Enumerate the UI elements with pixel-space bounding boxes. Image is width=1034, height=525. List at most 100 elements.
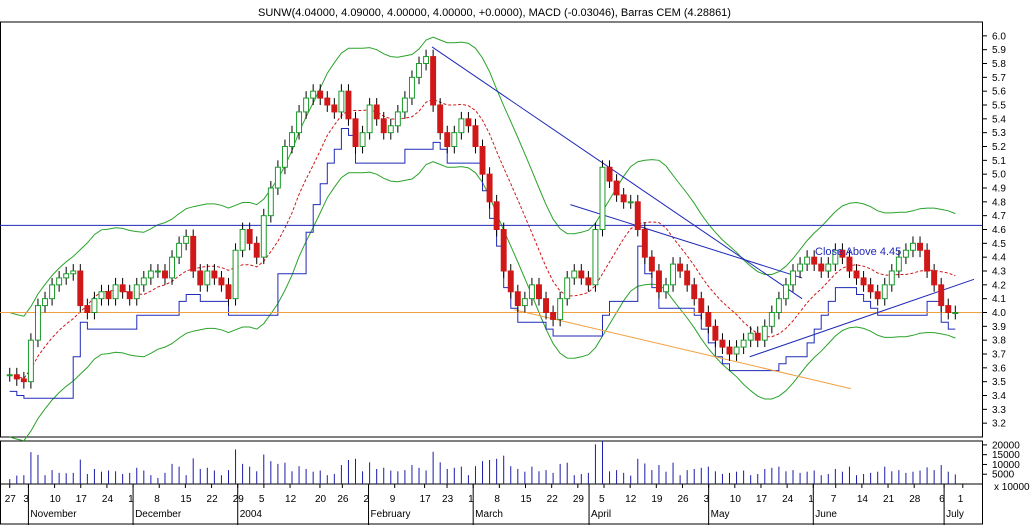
candle-body [528, 284, 535, 300]
candle-body [500, 229, 507, 272]
candle-body [712, 325, 719, 341]
candle-body [521, 298, 528, 307]
date-tick-label: 14 [857, 494, 869, 505]
chart-title: SUNW(4.04000, 4.09000, 4.00000, 4.00000,… [258, 7, 731, 19]
candle-body [239, 229, 246, 251]
price-tick-label: 3.8 [992, 336, 1006, 347]
candle-body [42, 298, 48, 307]
candle-body [705, 312, 712, 327]
date-tick-label: 26 [337, 494, 349, 505]
price-tick-label: 5.1 [992, 156, 1006, 167]
candle-body [775, 298, 782, 313]
candle-body [366, 104, 373, 134]
date-tick-label: 10 [730, 494, 742, 505]
candle-body [274, 166, 281, 189]
date-tick-label: 7 [831, 494, 837, 505]
price-tick-label: 4.0 [992, 308, 1006, 319]
chart-annotation: Close Above 4.45 [815, 246, 901, 258]
candle-body [331, 104, 338, 113]
price-tick-label: 5.0 [992, 170, 1006, 181]
trendline [514, 309, 851, 390]
candle-body [627, 201, 634, 204]
candle-body [232, 249, 239, 300]
candle-body [133, 284, 140, 300]
candle-body [260, 215, 267, 258]
date-tick-label: 5 [599, 494, 605, 505]
candle-body [20, 378, 27, 383]
candle-body [437, 104, 444, 134]
candle-body [430, 56, 437, 106]
candle-body [352, 118, 359, 148]
price-tick-label: 3.7 [992, 350, 1006, 361]
price-tick-label: 4.4 [992, 253, 1006, 264]
price-tick-label: 5.6 [992, 87, 1006, 98]
price-tick-label: 3.3 [992, 405, 1006, 416]
month-label: March [475, 509, 503, 520]
candle-body [910, 242, 916, 251]
candle-body [190, 235, 197, 272]
month-label: May [711, 509, 730, 520]
candle-body [945, 305, 952, 314]
date-tick-label: 1 [128, 494, 134, 505]
candle-body [56, 277, 63, 286]
price-tick-label: 4.2 [992, 280, 1006, 291]
date-tick-label: 29 [233, 494, 245, 505]
candle-body [924, 249, 931, 272]
date-tick-label: 15 [521, 494, 533, 505]
candle-body [63, 273, 70, 279]
candle-body [881, 284, 888, 300]
candle-body [634, 201, 641, 230]
candle-body [931, 270, 938, 286]
candle-body [768, 312, 775, 327]
date-tick-label: 3 [23, 494, 29, 505]
month-label: 2004 [240, 509, 263, 520]
candle-body [225, 284, 232, 300]
date-tick-label: 1 [808, 494, 814, 505]
candle-body [218, 277, 225, 286]
volume-tick-label: 10000 [992, 460, 1020, 471]
candle-body [211, 270, 218, 279]
candle-body [648, 256, 655, 272]
candle-body [818, 263, 825, 272]
candle-body [719, 339, 726, 348]
candle-body [663, 284, 669, 293]
candle-body [126, 291, 133, 300]
candle-body [6, 374, 13, 377]
candle-body [564, 277, 571, 300]
candle-body [917, 242, 923, 251]
candle-body [204, 270, 211, 286]
candle-body [846, 256, 853, 272]
date-tick-label: 9 [390, 494, 396, 505]
moving-average [9, 98, 956, 379]
candle-body [359, 132, 366, 148]
candle-body [253, 242, 260, 258]
candle-body [303, 97, 310, 113]
price-tick-label: 6.0 [992, 31, 1006, 42]
date-tick-label: 19 [651, 494, 663, 505]
volume-tick-label: 5000 [992, 470, 1015, 481]
date-tick-label: 23 [442, 494, 454, 505]
price-tick-label: 4.8 [992, 197, 1006, 208]
month-label: July [946, 509, 964, 520]
candle-body [557, 298, 564, 320]
price-tick-label: 4.5 [992, 239, 1006, 250]
candle-body [839, 249, 846, 258]
candle-body [514, 291, 521, 307]
date-axis-panel [0, 483, 983, 525]
price-tick-label: 4.1 [992, 294, 1006, 305]
candle-body [416, 63, 422, 78]
candle-body [105, 291, 112, 300]
candle-body [281, 146, 288, 168]
candle-body [853, 270, 860, 279]
stop-line [9, 128, 956, 399]
price-tick-label: 3.4 [992, 391, 1006, 402]
price-tick-label: 5.4 [992, 114, 1006, 125]
date-tick-label: 17 [420, 494, 432, 505]
candle-body [338, 90, 345, 113]
candle-body [790, 270, 796, 286]
candle-body [620, 194, 627, 203]
candle-body [394, 111, 401, 127]
date-tick-label: 12 [285, 494, 297, 505]
